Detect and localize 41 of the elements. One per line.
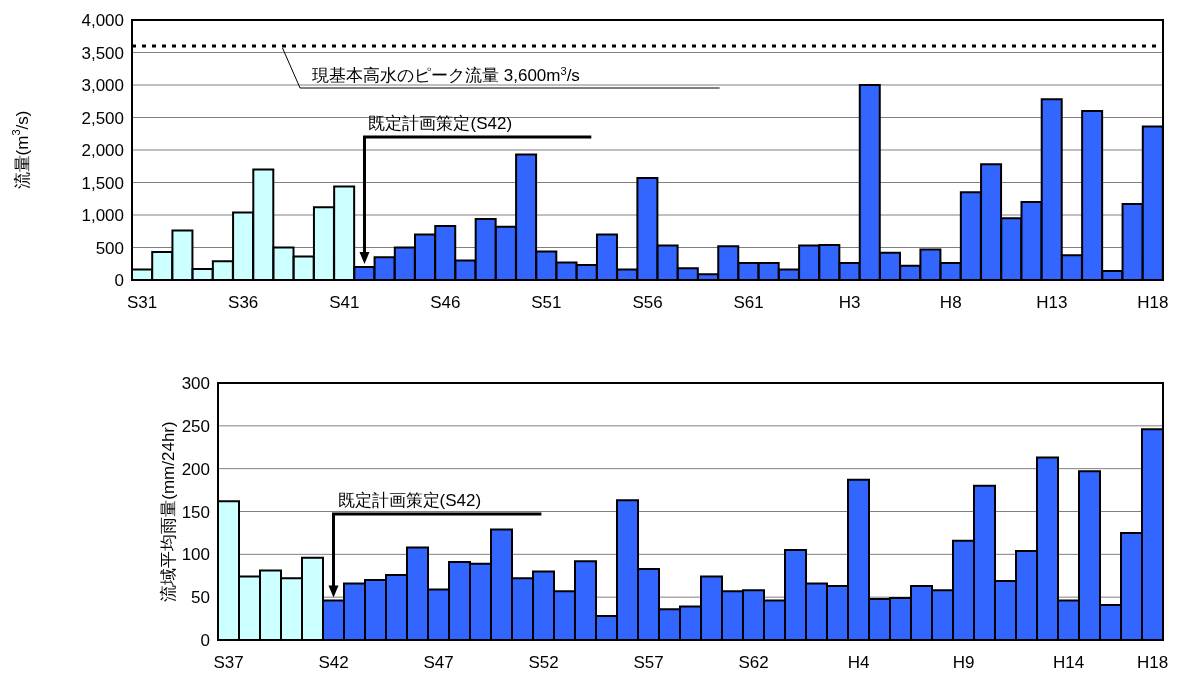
x-tick-label: S47 <box>423 653 454 673</box>
x-tick-label: H13 <box>1036 293 1068 313</box>
y-tick-label: 1,000 <box>81 206 124 226</box>
x-tick-label: S62 <box>738 653 769 673</box>
annotation: 既定計画策定(S42) <box>368 114 513 133</box>
x-tick-label: H9 <box>952 653 975 673</box>
annotation: 既定計画策定(S42) <box>337 491 482 511</box>
y-tick-label: 1,500 <box>81 173 124 193</box>
y-tick-label: 250 <box>181 416 210 436</box>
y-tick-label: 150 <box>181 502 210 522</box>
x-tick-label: H3 <box>838 293 861 313</box>
x-tick-label: S36 <box>228 293 259 313</box>
x-tick-label: S51 <box>531 293 562 313</box>
y-tick-label: 0 <box>200 631 210 651</box>
y-tick-label: 3,000 <box>81 76 124 96</box>
x-tick-label: S41 <box>329 293 360 313</box>
y-axis-title: 流域平均雨量(mm/24hr) <box>158 421 178 602</box>
y-tick-label: 2,000 <box>81 141 124 161</box>
y-tick-label: 50 <box>191 588 210 608</box>
y-tick-label: 300 <box>181 374 210 394</box>
x-tick-label: S52 <box>528 653 559 673</box>
y-tick-label: 3,500 <box>81 43 124 63</box>
x-tick-label: S37 <box>213 653 244 673</box>
x-tick-label: H18 <box>1137 293 1169 313</box>
x-tick-label: H4 <box>847 653 870 673</box>
x-tick-label: S61 <box>733 293 764 313</box>
y-tick-label: 0 <box>114 271 124 291</box>
x-tick-label: H8 <box>939 293 962 313</box>
y-tick-label: 100 <box>181 545 210 565</box>
y-tick-label: 4,000 <box>81 11 124 31</box>
x-tick-label: S31 <box>126 293 158 313</box>
x-tick-label: S46 <box>430 293 461 313</box>
y-tick-label: 500 <box>95 238 124 258</box>
x-tick-label: S42 <box>318 653 349 673</box>
x-tick-label: S57 <box>633 653 664 673</box>
x-tick-label: H14 <box>1052 653 1085 673</box>
x-tick-label: H18 <box>1136 653 1169 673</box>
x-tick-label: S56 <box>632 293 663 313</box>
y-tick-label: 200 <box>181 459 210 479</box>
y-tick-label: 2,500 <box>81 108 124 128</box>
ref-line-label: 現基本高水のピーク流量 3,600m$^{3}$/s <box>312 65 580 85</box>
